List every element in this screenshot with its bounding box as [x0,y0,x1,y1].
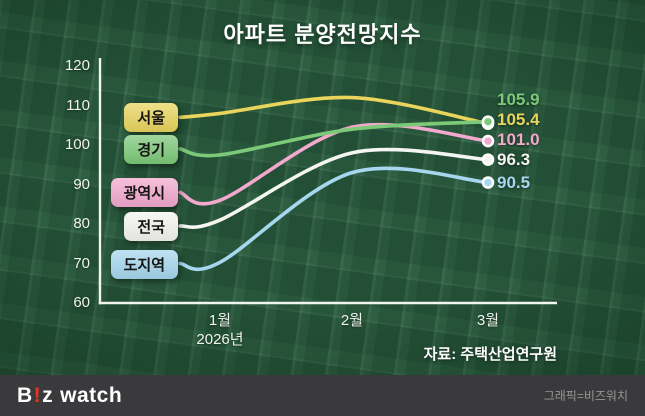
y-axis-tick-label: 80 [73,215,90,232]
series-endpoint-dot [481,115,495,128]
y-axis-tick-label: 110 [66,96,90,114]
legend-chip: 도지역 [110,249,178,279]
series-value-label: 105.4 [497,109,540,129]
series-value-label: 105.9 [497,89,540,109]
legend-chip: 서울 [124,103,178,133]
source-note: 자료: 주택산업연구원 [423,346,557,363]
series-line [178,122,490,206]
graphic-credit: 그래픽=비즈워치 [543,389,628,403]
series-endpoint-dot [481,153,495,166]
series-line [178,95,490,126]
logo-word-watch: watch [60,383,123,407]
series-value-label: 96.3 [497,149,531,169]
x-axis-tick-label: 1월 [208,312,232,329]
series-endpoint-dot [481,176,495,189]
footer-bar: B!z watch 그래픽=비즈워치 [0,375,645,416]
series-endpoint-dot [481,134,495,148]
x-axis-tick-label: 2월 [340,312,364,329]
y-axis-tick-label: 70 [73,254,90,272]
legend-chip: 광역시 [110,178,178,208]
series-value-label: 90.5 [497,172,531,192]
y-axis-tick-label: 100 [64,136,90,153]
legend-chip: 경기 [124,134,178,164]
y-axis-tick-label: 90 [73,175,90,193]
series-value-label: 101.0 [497,129,540,149]
series-line [178,119,490,158]
x-axis-tick-label: 3월 [476,312,500,329]
x-axis-year-label: 2026년 [196,331,244,348]
bizwatch-logo: B!z watch [17,384,122,408]
logo-letter-z: z [42,383,54,407]
logo-letter-b: B [17,383,33,407]
series-line [178,147,490,230]
chart-title: 아파트 분양전망지수 [223,22,422,47]
logo-exclamation: ! [33,383,42,407]
y-axis-tick-label: 60 [73,294,90,311]
legend-chip: 전국 [124,211,178,241]
series-line [178,166,490,272]
y-axis-tick-label: 120 [64,57,90,74]
